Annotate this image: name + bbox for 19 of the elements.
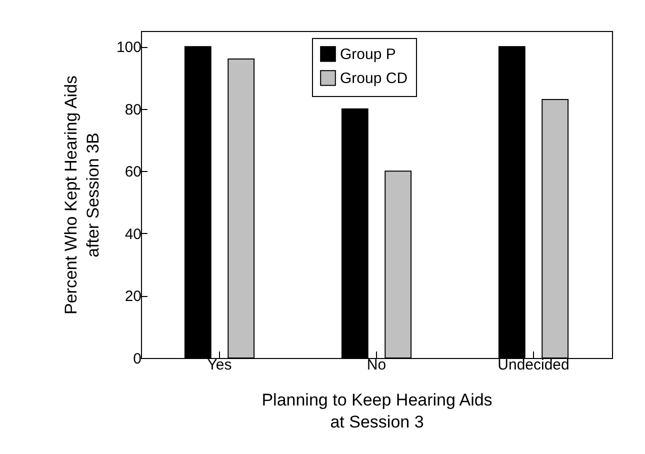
y-tick-label: 100 [116, 39, 142, 56]
x-tick-label: Undecided [498, 356, 570, 374]
bar [384, 170, 412, 358]
bar [184, 46, 212, 358]
legend-label: Group P [340, 46, 396, 63]
y-tick-label: 80 [124, 101, 142, 118]
bar [498, 46, 526, 358]
bar [542, 99, 569, 358]
bar [341, 108, 368, 358]
y-tick-label: 40 [124, 226, 142, 243]
y-tick-label: 20 [124, 288, 142, 306]
y-axis-title: Percent Who Kept Hearing Aids after Session 3B [61, 75, 102, 315]
x-axis-title: Planning to Keep Hearing Aids at Session 3 [262, 390, 492, 432]
x-tick-label: No [366, 356, 386, 374]
y-tick-label: 0 [133, 350, 142, 368]
x-tick-label: Yes [207, 356, 232, 374]
bar [228, 58, 255, 358]
y-tick-label: 60 [124, 164, 142, 181]
legend-label: Group CD [340, 70, 408, 87]
